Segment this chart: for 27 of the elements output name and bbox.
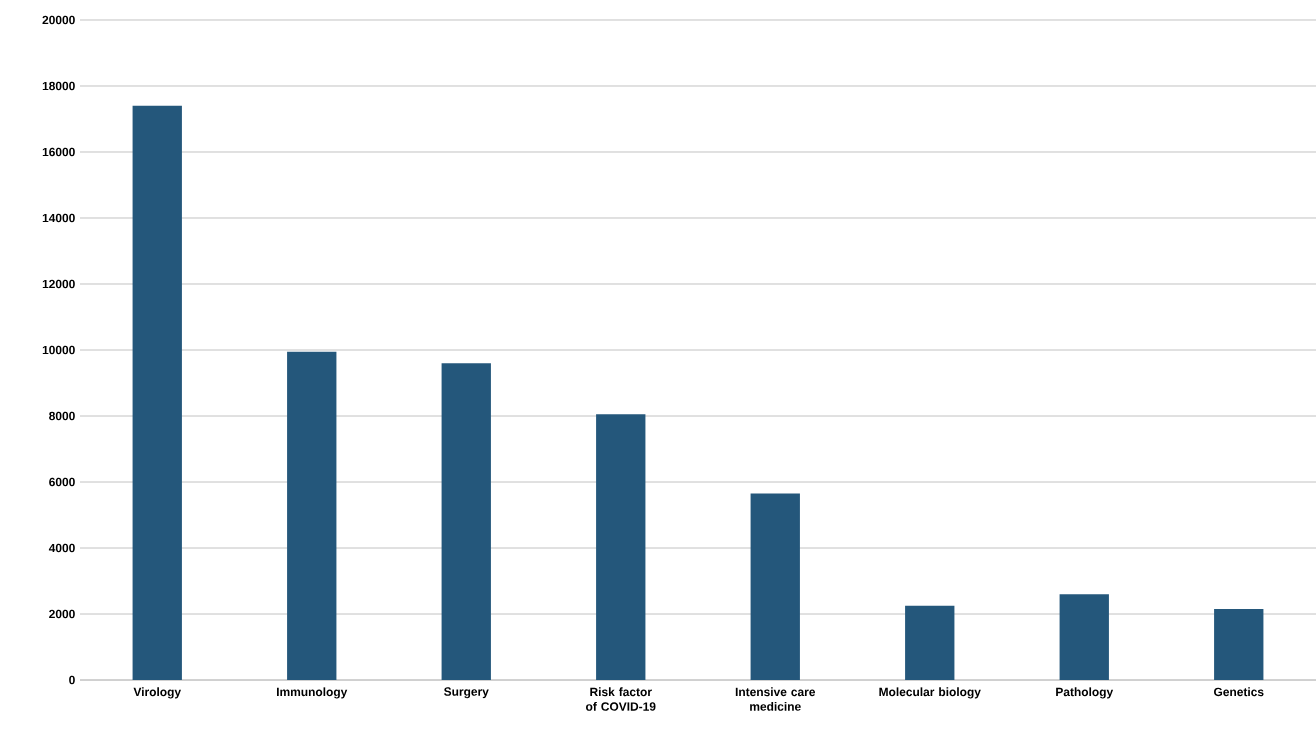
bar [596, 414, 646, 680]
bar [905, 605, 955, 680]
x-tick-label: Molecular biology [879, 687, 981, 699]
y-tick-label: 12000 [42, 279, 75, 289]
x-tick-label: Immunology [277, 687, 348, 699]
y-tick-label: 8000 [49, 411, 75, 421]
y-tick-label: 16000 [42, 147, 75, 157]
y-tick-label: 18000 [42, 81, 75, 91]
y-tick-label: 14000 [42, 213, 75, 223]
y-tick-label: 0 [69, 675, 75, 685]
x-tick-label: Risk factor of COVID-19 [586, 687, 656, 711]
y-tick-label: 20000 [42, 15, 75, 25]
x-tick-label: Intensive care medicine [735, 687, 816, 711]
bar [750, 493, 800, 680]
bar [441, 363, 491, 680]
y-tick-label: 4000 [48, 543, 75, 553]
x-tick-label: Genetics [1214, 687, 1264, 697]
bar [287, 351, 337, 680]
x-tick-label: Virology [133, 687, 181, 699]
y-tick-label: 2000 [49, 609, 75, 619]
bar [1214, 609, 1264, 680]
bar [132, 105, 182, 680]
y-tick-label: 6000 [49, 477, 75, 487]
x-tick-label: Pathology [1056, 687, 1114, 699]
y-tick-label: 10000 [42, 345, 75, 355]
x-tick-label: Surgery [444, 687, 489, 699]
bar [1059, 594, 1109, 680]
